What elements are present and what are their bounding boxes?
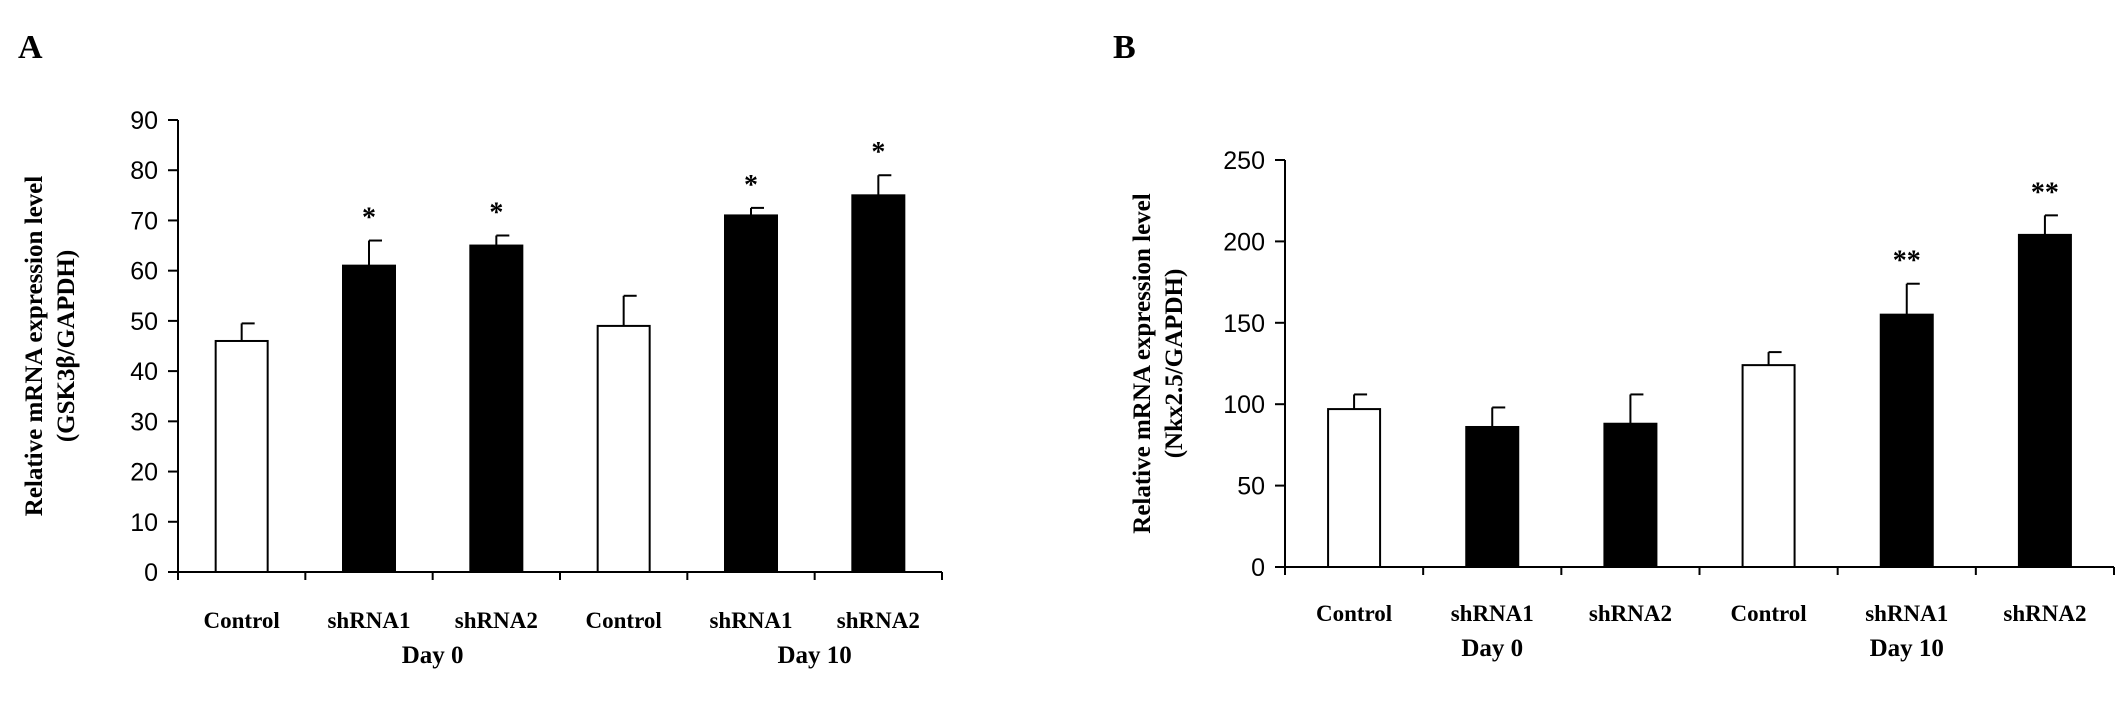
bar [851, 194, 906, 573]
y-tick-label: 10 [130, 509, 158, 537]
x-category-label: Control [1730, 601, 1806, 626]
x-category-label: shRNA2 [1589, 601, 1672, 626]
x-group-label: Day 0 [402, 642, 464, 669]
y-axis-label: Relative mRNA expression level [1129, 193, 1156, 534]
y-tick-label: 60 [130, 258, 158, 286]
y-tick-label: 90 [130, 107, 158, 135]
bar [214, 339, 269, 573]
x-category-label: Control [204, 608, 280, 633]
bar [1603, 422, 1658, 568]
bar [342, 264, 396, 573]
y-axis-label-units: (GSK3β/GAPDH) [53, 250, 80, 442]
y-tick-label: 50 [130, 308, 158, 336]
y-tick-label: 30 [130, 408, 158, 436]
x-category-label: Control [1316, 601, 1392, 626]
x-category-label: shRNA1 [709, 608, 792, 633]
significance-marker: * [362, 203, 376, 234]
x-group-label: Day 0 [1461, 635, 1523, 662]
x-category-label: shRNA2 [2003, 601, 2086, 626]
bar [1741, 364, 1796, 568]
y-tick-label: 50 [1237, 473, 1265, 501]
x-category-label: shRNA2 [455, 608, 538, 633]
y-tick-label: 0 [1251, 554, 1265, 582]
bar [469, 244, 524, 574]
significance-marker: * [744, 170, 758, 201]
y-tick-label: 70 [130, 207, 158, 235]
y-tick-label: 0 [144, 559, 158, 587]
chart-panel-a: 0 10 20 30 40 50 60 70 80 90 Control * shRNA1 * shRNA2… [21, 107, 943, 669]
x-group-label: Day 10 [778, 642, 852, 669]
bar [724, 214, 778, 574]
significance-marker: * [871, 137, 885, 168]
x-category-label: Control [586, 608, 662, 633]
bar [1465, 425, 1520, 568]
x-category-label: shRNA1 [1865, 601, 1948, 626]
y-tick-label: 80 [130, 157, 158, 185]
y-tick-label: 40 [130, 358, 158, 386]
bar [596, 324, 651, 573]
panel-letter-a: A [18, 29, 43, 66]
bar [1327, 408, 1382, 569]
y-tick-label: 250 [1223, 147, 1265, 175]
y-tick-label: 100 [1223, 391, 1265, 419]
y-tick-label: 200 [1223, 228, 1265, 256]
chart-panel-b: 0 50 100 150 200 250 Control shRNA1 shRNA2 Contro… [1129, 147, 2115, 662]
x-group-label: Day 10 [1870, 635, 1944, 662]
significance-marker: * [489, 198, 503, 229]
y-tick-label: 20 [130, 459, 158, 487]
significance-marker: ** [2031, 177, 2059, 208]
bar [2017, 233, 2072, 568]
significance-marker: ** [1893, 246, 1921, 277]
x-category-label: shRNA2 [837, 608, 920, 633]
x-category-label: shRNA1 [327, 608, 410, 633]
y-tick-label: 150 [1223, 310, 1265, 338]
panel-letter-b: B [1113, 29, 1136, 66]
bar [1879, 313, 1934, 568]
x-category-label: shRNA1 [1451, 601, 1534, 626]
y-axis-label-units: (Nkx2.5/GAPDH) [1161, 269, 1188, 459]
y-axis-label: Relative mRNA expression level [21, 176, 48, 517]
